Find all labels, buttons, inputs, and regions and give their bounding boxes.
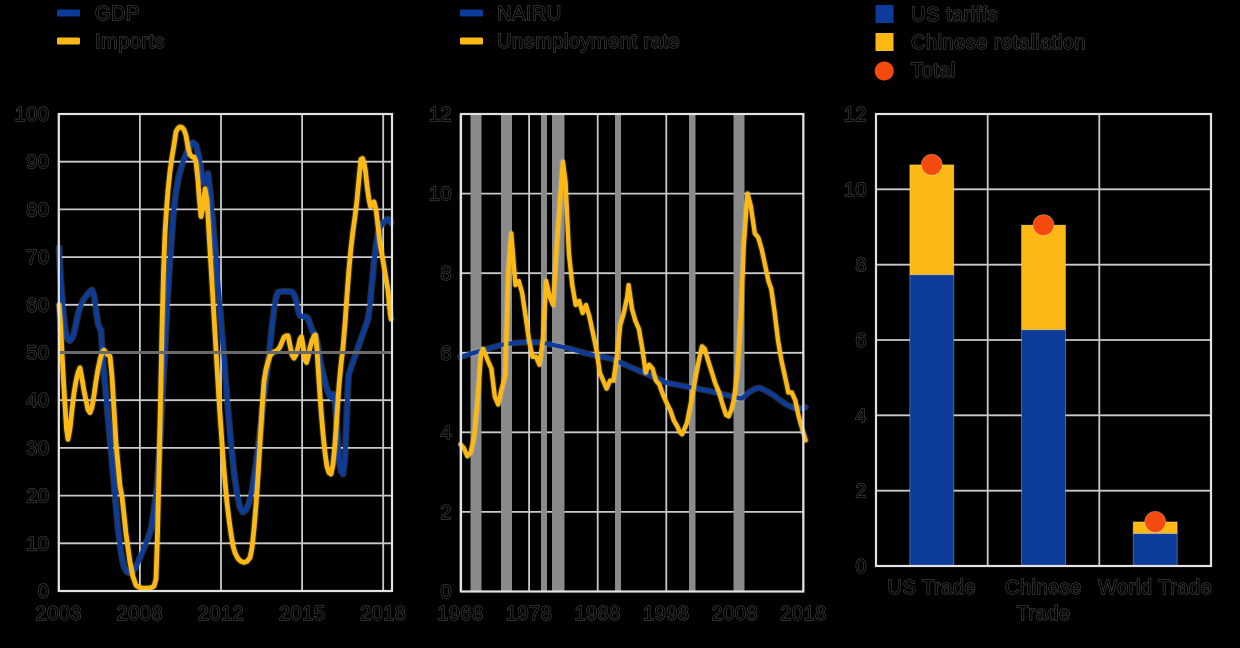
- svg-text:10: 10: [26, 533, 49, 555]
- svg-text:Imports: Imports: [95, 31, 165, 53]
- svg-text:10: 10: [429, 184, 452, 206]
- svg-text:Unemployment rate: Unemployment rate: [497, 31, 680, 53]
- svg-text:2015: 2015: [279, 603, 326, 625]
- svg-text:6: 6: [440, 343, 452, 365]
- svg-text:2008: 2008: [712, 603, 759, 625]
- svg-text:2003: 2003: [36, 603, 83, 625]
- svg-text:2018: 2018: [360, 603, 407, 625]
- svg-text:2012: 2012: [198, 603, 245, 625]
- svg-text:Chinese: Chinese: [1005, 577, 1082, 599]
- svg-text:10: 10: [844, 179, 867, 201]
- svg-text:8: 8: [855, 255, 867, 277]
- svg-text:4: 4: [440, 422, 452, 444]
- svg-text:70: 70: [26, 247, 49, 269]
- svg-text:Total: Total: [911, 60, 956, 82]
- svg-text:US Trade: US Trade: [888, 577, 976, 599]
- svg-text:1988: 1988: [574, 603, 621, 625]
- svg-text:0: 0: [38, 581, 50, 603]
- svg-text:1998: 1998: [643, 603, 690, 625]
- svg-text:60: 60: [26, 295, 49, 317]
- svg-text:40: 40: [26, 390, 49, 412]
- svg-text:2: 2: [855, 481, 867, 503]
- svg-text:US tariffs: US tariffs: [911, 4, 998, 26]
- svg-text:2008: 2008: [117, 603, 164, 625]
- svg-text:1968: 1968: [437, 603, 484, 625]
- svg-text:0: 0: [855, 556, 867, 578]
- svg-text:80: 80: [26, 199, 49, 221]
- svg-text:12: 12: [844, 104, 867, 126]
- svg-text:20: 20: [26, 486, 49, 508]
- svg-text:50: 50: [26, 343, 49, 365]
- svg-text:100: 100: [15, 104, 50, 126]
- svg-text:0: 0: [440, 582, 452, 604]
- svg-text:12: 12: [429, 104, 452, 126]
- svg-text:2: 2: [440, 502, 452, 524]
- svg-text:4: 4: [855, 405, 867, 427]
- svg-text:1978: 1978: [506, 603, 553, 625]
- svg-text:Trade: Trade: [1016, 603, 1070, 625]
- svg-text:2018: 2018: [780, 603, 827, 625]
- svg-text:8: 8: [440, 263, 452, 285]
- svg-text:NAIRU: NAIRU: [497, 3, 562, 25]
- svg-text:Chinese retaliation: Chinese retaliation: [911, 32, 1086, 54]
- svg-text:6: 6: [855, 330, 867, 352]
- svg-text:30: 30: [26, 438, 49, 460]
- svg-text:GDP: GDP: [95, 3, 140, 25]
- svg-text:World Trade: World Trade: [1098, 577, 1212, 599]
- svg-text:90: 90: [26, 152, 49, 174]
